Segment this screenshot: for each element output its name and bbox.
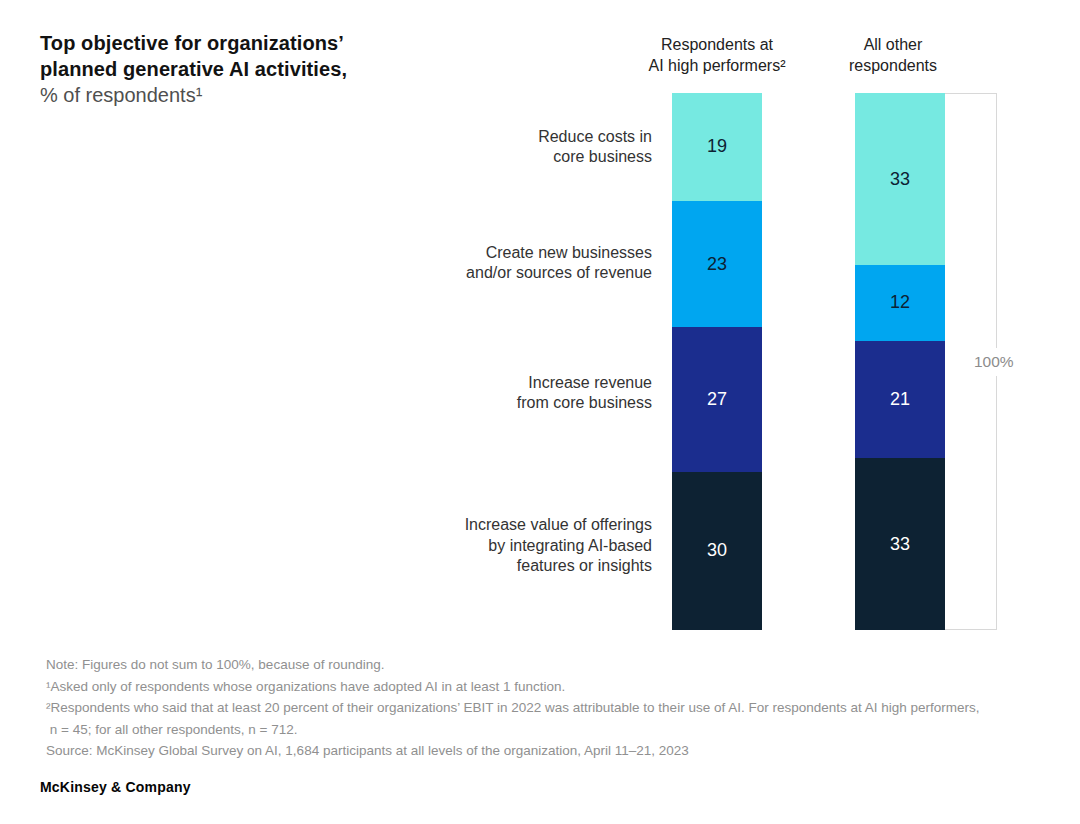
footnotes-block: Note: Figures do not sum to 100%, becaus… <box>46 654 980 762</box>
column-header-all-other: All other respondents <box>793 34 993 76</box>
category-label: Create new businesses and/or sources of … <box>466 243 652 284</box>
footnote-line: ¹Asked only of respondents whose organiz… <box>46 676 980 698</box>
footnote-line: Source: McKinsey Global Survey on AI, 1,… <box>46 740 980 762</box>
bar-segment: 23 <box>672 201 762 327</box>
exhibit-page: Top objective for organizations’ planned… <box>0 0 1080 824</box>
bar-segment: 30 <box>672 472 762 630</box>
brand-footer: McKinsey & Company <box>40 779 191 795</box>
spacer <box>762 93 855 630</box>
bar-segment: 33 <box>855 458 945 630</box>
chart-title-line-2: planned generative AI activities, <box>40 56 347 82</box>
bar-segment: 12 <box>855 265 945 341</box>
chart-subtitle: % of respondents¹ <box>40 82 347 108</box>
category-label: Increase revenue from core business <box>517 373 652 414</box>
footnote-line: ²Respondents who said that at least 20 p… <box>46 697 980 719</box>
segment-value-label: 12 <box>890 292 910 313</box>
segment-value-label: 23 <box>707 254 727 275</box>
bar-segment: 19 <box>672 93 762 201</box>
bar-segment: 21 <box>855 341 945 458</box>
stacked-bar-chart: Reduce costs in core business Create new … <box>440 93 997 630</box>
column-header-line: AI high performers² <box>617 55 817 76</box>
segment-value-label: 21 <box>890 389 910 410</box>
category-label-row: Increase revenue from core business <box>440 325 652 462</box>
column-header-line: All other <box>793 34 993 55</box>
scale-100pct-label: 100% <box>971 348 1017 376</box>
category-label-row: Create new businesses and/or sources of … <box>440 202 652 325</box>
column-header-high-performers: Respondents at AI high performers² <box>617 34 817 76</box>
category-label: Reduce costs in core business <box>538 127 652 168</box>
segment-value-label: 19 <box>707 136 727 157</box>
category-labels-column: Reduce costs in core business Create new … <box>440 93 652 630</box>
chart-title-line-1: Top objective for organizations’ <box>40 30 347 56</box>
title-block: Top objective for organizations’ planned… <box>40 30 347 108</box>
bar-segment: 33 <box>855 93 945 265</box>
footnote-line: Note: Figures do not sum to 100%, becaus… <box>46 654 980 676</box>
column-header-line: respondents <box>793 55 993 76</box>
bar-high-performers: 19 23 27 30 <box>672 93 762 630</box>
bar-segment: 27 <box>672 327 762 472</box>
segment-value-label: 33 <box>890 169 910 190</box>
category-label: Increase value of offerings by integrati… <box>465 515 652 577</box>
bar-all-other: 33 12 21 33 <box>855 93 945 630</box>
category-label-row: Increase value of offerings by integrati… <box>440 462 652 630</box>
segment-value-label: 33 <box>890 534 910 555</box>
category-label-row: Reduce costs in core business <box>440 93 652 202</box>
footnote-line: n = 45; for all other respondents, n = 7… <box>46 719 980 741</box>
column-header-line: Respondents at <box>617 34 817 55</box>
segment-value-label: 30 <box>707 540 727 561</box>
segment-value-label: 27 <box>707 389 727 410</box>
spacer <box>652 93 672 630</box>
